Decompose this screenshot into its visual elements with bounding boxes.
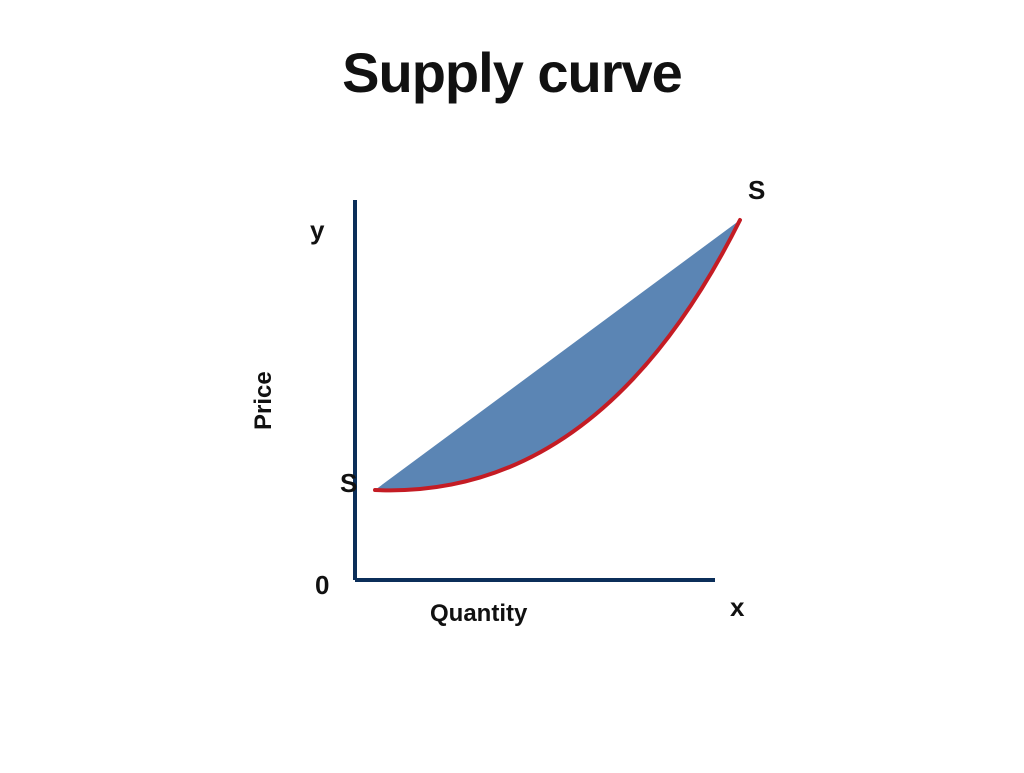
y-letter-label: y bbox=[310, 215, 324, 246]
x-letter-label: x bbox=[730, 592, 744, 623]
s-end-label: S bbox=[748, 175, 765, 206]
x-axis-label: Quantity bbox=[430, 600, 527, 628]
y-axis-label: Price bbox=[250, 371, 278, 430]
supply-curve-chart bbox=[0, 0, 1024, 773]
chart-svg bbox=[0, 0, 1024, 768]
origin-label: 0 bbox=[315, 570, 329, 601]
fill-region bbox=[375, 220, 740, 490]
s-start-label: S bbox=[340, 468, 357, 499]
